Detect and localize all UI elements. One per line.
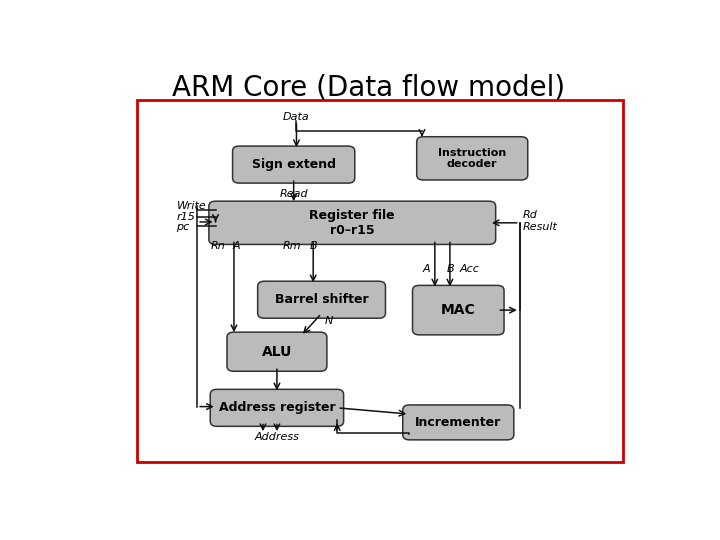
FancyBboxPatch shape (417, 137, 528, 180)
Text: ARM Core (Data flow model): ARM Core (Data flow model) (172, 73, 566, 102)
Text: Rd: Rd (523, 210, 537, 220)
Text: Register file
r0–r15: Register file r0–r15 (310, 209, 395, 237)
Text: r15: r15 (176, 212, 195, 221)
FancyBboxPatch shape (233, 146, 355, 183)
FancyBboxPatch shape (227, 332, 327, 371)
Text: N: N (324, 315, 333, 326)
Text: Sign extend: Sign extend (252, 158, 336, 171)
Text: Incrementer: Incrementer (415, 416, 501, 429)
Text: B: B (447, 264, 455, 274)
Text: A: A (233, 241, 240, 251)
FancyBboxPatch shape (413, 285, 504, 335)
Text: Address register: Address register (219, 401, 336, 414)
FancyBboxPatch shape (209, 201, 495, 245)
Text: A: A (423, 264, 431, 274)
Text: Barrel shifter: Barrel shifter (275, 293, 369, 306)
Text: Address: Address (254, 432, 300, 442)
FancyBboxPatch shape (402, 405, 514, 440)
Text: B: B (310, 241, 317, 251)
Text: Rn: Rn (210, 241, 225, 251)
Text: Data: Data (283, 112, 310, 122)
Text: Write: Write (176, 201, 206, 211)
FancyBboxPatch shape (258, 281, 385, 318)
FancyBboxPatch shape (138, 100, 623, 462)
FancyBboxPatch shape (210, 389, 343, 427)
Text: ALU: ALU (262, 345, 292, 359)
Text: Rm: Rm (282, 241, 301, 251)
Text: Result: Result (523, 222, 557, 232)
Text: Acc: Acc (459, 264, 480, 274)
Text: MAC: MAC (441, 303, 476, 317)
Text: Instruction
decoder: Instruction decoder (438, 147, 506, 169)
Text: Read: Read (280, 188, 308, 199)
Text: pc: pc (176, 222, 190, 232)
